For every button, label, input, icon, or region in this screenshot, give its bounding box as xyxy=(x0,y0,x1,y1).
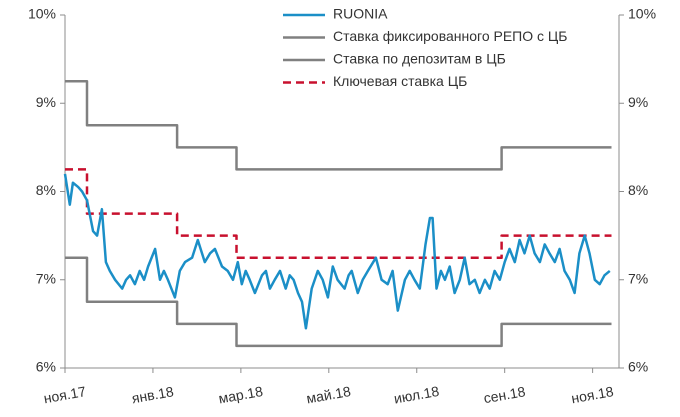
y-tick-label: 6% xyxy=(36,359,56,375)
y2-tick-label: 7% xyxy=(628,270,648,286)
y-tick-label: 8% xyxy=(36,182,56,198)
y2-tick-label: 9% xyxy=(628,94,648,110)
series-line xyxy=(65,79,612,171)
y-tick-label: 9% xyxy=(36,94,56,110)
series-line xyxy=(65,168,612,259)
legend-label: Ключевая ставка ЦБ xyxy=(333,73,467,89)
x-tick-label: июл.18 xyxy=(393,383,441,407)
x-tick-label: май.18 xyxy=(305,383,352,407)
y2-tick-label: 10% xyxy=(628,6,656,22)
series-line xyxy=(65,256,612,348)
legend-label: Ставка по депозитам в ЦБ xyxy=(333,51,506,67)
y-tick-label: 7% xyxy=(36,270,56,286)
legend-label: RUONIA xyxy=(333,6,388,22)
legend-label: Ставка фиксированного РЕПО с ЦБ xyxy=(333,28,567,44)
y-tick-label: 10% xyxy=(28,6,56,22)
x-tick-label: мар.18 xyxy=(217,383,264,407)
x-tick-label: янв.18 xyxy=(131,383,176,406)
series-line xyxy=(63,173,611,330)
x-tick-label: ноя.18 xyxy=(570,383,615,406)
y2-tick-label: 6% xyxy=(628,359,648,375)
y2-tick-label: 8% xyxy=(628,182,648,198)
x-tick-label: ноя.17 xyxy=(42,383,87,406)
x-tick-label: сен.18 xyxy=(482,383,526,406)
